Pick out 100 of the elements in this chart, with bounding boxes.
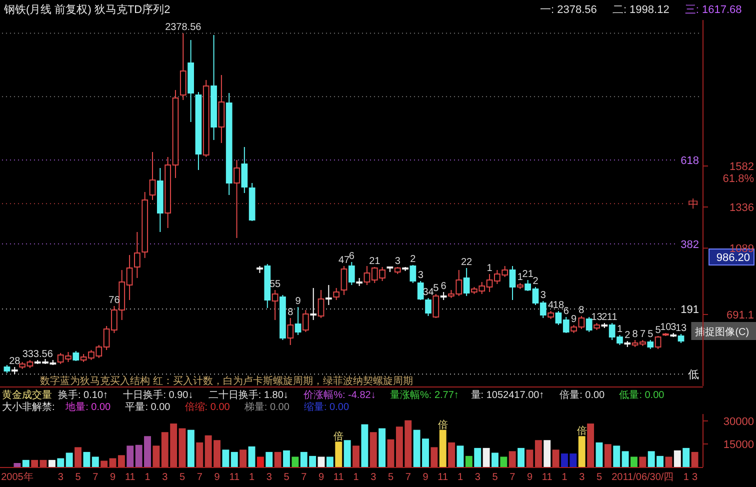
x-tick-label: 1 [457, 472, 464, 483]
text: 8 [632, 329, 638, 340]
text: 5 [655, 325, 661, 336]
x-tick-label: 11 [124, 472, 136, 483]
x-tick-label: 7 [92, 472, 99, 483]
text: 7 [640, 329, 646, 340]
y-tick-label: 691.1 [726, 309, 754, 322]
x-tick-label: 7 [510, 472, 516, 483]
text: 1 [517, 272, 523, 283]
text: 3 [540, 290, 546, 301]
text: 11 [606, 312, 618, 323]
text: 一: 2378.56 [540, 4, 597, 16]
data-label: 倍 [438, 418, 448, 431]
x-tick-label: 3 [162, 472, 168, 483]
x-tick-label: 3 [58, 472, 64, 483]
x-tick-label: 11 [229, 472, 240, 483]
x-tick-label: 5 [75, 472, 82, 483]
y-tick-label: 1336 [730, 202, 754, 214]
text: 3 [670, 322, 676, 333]
x-tick-label: 1 [562, 472, 568, 483]
text: 十日换手: 0.90↓ [123, 389, 194, 401]
chart-title: 黄金成交量 [2, 389, 52, 401]
x-tick-label: 3 [474, 472, 481, 483]
text: 1 [486, 263, 492, 274]
text: 21 [369, 256, 380, 267]
text: 22 [460, 257, 472, 268]
chart-title: 钢铁(月线 前复权) 狄马克TD序列2 [3, 3, 170, 16]
x-tick-label: 9 [110, 472, 116, 483]
text: 低 [688, 369, 699, 382]
data-label: 倍 [576, 425, 587, 438]
text: 低量: 0.00 [619, 390, 665, 401]
x-tick-label: 5 [284, 472, 290, 483]
text: 5 [433, 283, 439, 294]
x-tick-label: 3 [579, 472, 586, 483]
text: 梯量: 0.00 [243, 401, 290, 413]
x-tick-label: 3 [266, 472, 272, 483]
text: 量涨幅%: 2.77↑ [390, 389, 459, 401]
x-tick-label: 7 [196, 472, 203, 483]
text: 333.56 [22, 349, 53, 360]
text: 二十日换手: 1.80↓ [208, 389, 288, 401]
text: 2 [624, 330, 630, 341]
text: 2 [410, 254, 416, 265]
text: 9 [295, 296, 301, 307]
text: 平量: 0.00 [125, 402, 171, 413]
text: 18 [552, 300, 564, 311]
text: 6 [563, 306, 569, 317]
x-tick-label: 11 [438, 472, 448, 483]
text: 倍缩: 0.00 [184, 401, 230, 413]
text: 618 [680, 155, 699, 168]
text: 3 [394, 256, 400, 267]
x-tick-label: 5 [388, 472, 394, 483]
y-tick-label: 1582 61.8% [722, 161, 754, 185]
y-tick-label: 30000 [723, 416, 754, 428]
x-tick-label: 1 [248, 472, 255, 483]
x-tick-label: 5 [596, 472, 602, 483]
text: 三: 1617.68 [684, 4, 742, 16]
text: 2 [602, 312, 608, 323]
text: 4 [548, 300, 554, 311]
x-tick-label: 2011/06/30/四 [612, 472, 674, 483]
text: 6 [348, 251, 354, 262]
text: 47 [338, 255, 350, 266]
text: 缩量: 0.00 [304, 401, 350, 413]
text: 986.20 [716, 252, 750, 264]
text: 382 [680, 238, 699, 251]
x-tick-label: 3 [370, 472, 377, 483]
text: 5 [648, 329, 654, 340]
text: 换手: 0.10↑ [58, 389, 108, 401]
x-tick-label: 5 [492, 472, 498, 483]
text: 3 [418, 270, 424, 281]
text: 9 [571, 314, 577, 325]
x-tick-label: 7 [301, 472, 308, 483]
x-tick-label: 3 [692, 472, 698, 483]
text: 价涨幅%: -4.82↓ [302, 389, 376, 401]
x-tick-label: 1 [144, 472, 151, 483]
x-tick-label: 9 [526, 472, 533, 483]
x-tick-label: 2005年 [1, 471, 34, 483]
text: 191 [680, 304, 699, 316]
y-tick-label: 15000 [723, 438, 754, 451]
x-tick-label: 11 [542, 472, 553, 483]
text: 2 [532, 276, 538, 287]
x-tick-label: 5 [179, 472, 186, 483]
text: 量: 1052417.00↑ [470, 390, 544, 401]
x-tick-label: 1 [353, 472, 360, 483]
text: 地量: 0.00 [64, 401, 112, 413]
x-tick-label: 9 [214, 472, 220, 483]
x-tick-label: 9 [318, 472, 324, 483]
chart-subtitle: 大小非解禁: [2, 401, 55, 413]
text: 二: 1998.12 [612, 4, 670, 16]
text: 10 [660, 322, 672, 333]
text: 13 [591, 312, 602, 323]
annotation: 数字蓝为狄马克买入结构 红：买入计数，白为卢卡斯螺旋周期，绿菲波纳契螺旋周期 [40, 375, 413, 387]
text: 8 [578, 305, 584, 316]
text: 13 [675, 323, 687, 334]
x-tick-label: 1 [683, 472, 690, 483]
x-tick-label: 7 [405, 472, 412, 483]
text: 中 [688, 198, 699, 211]
text: 倍量: 0.00 [560, 389, 606, 401]
text: 6 [440, 281, 446, 292]
data-label: 倍 [334, 430, 344, 443]
x-tick-label: 9 [422, 472, 429, 483]
